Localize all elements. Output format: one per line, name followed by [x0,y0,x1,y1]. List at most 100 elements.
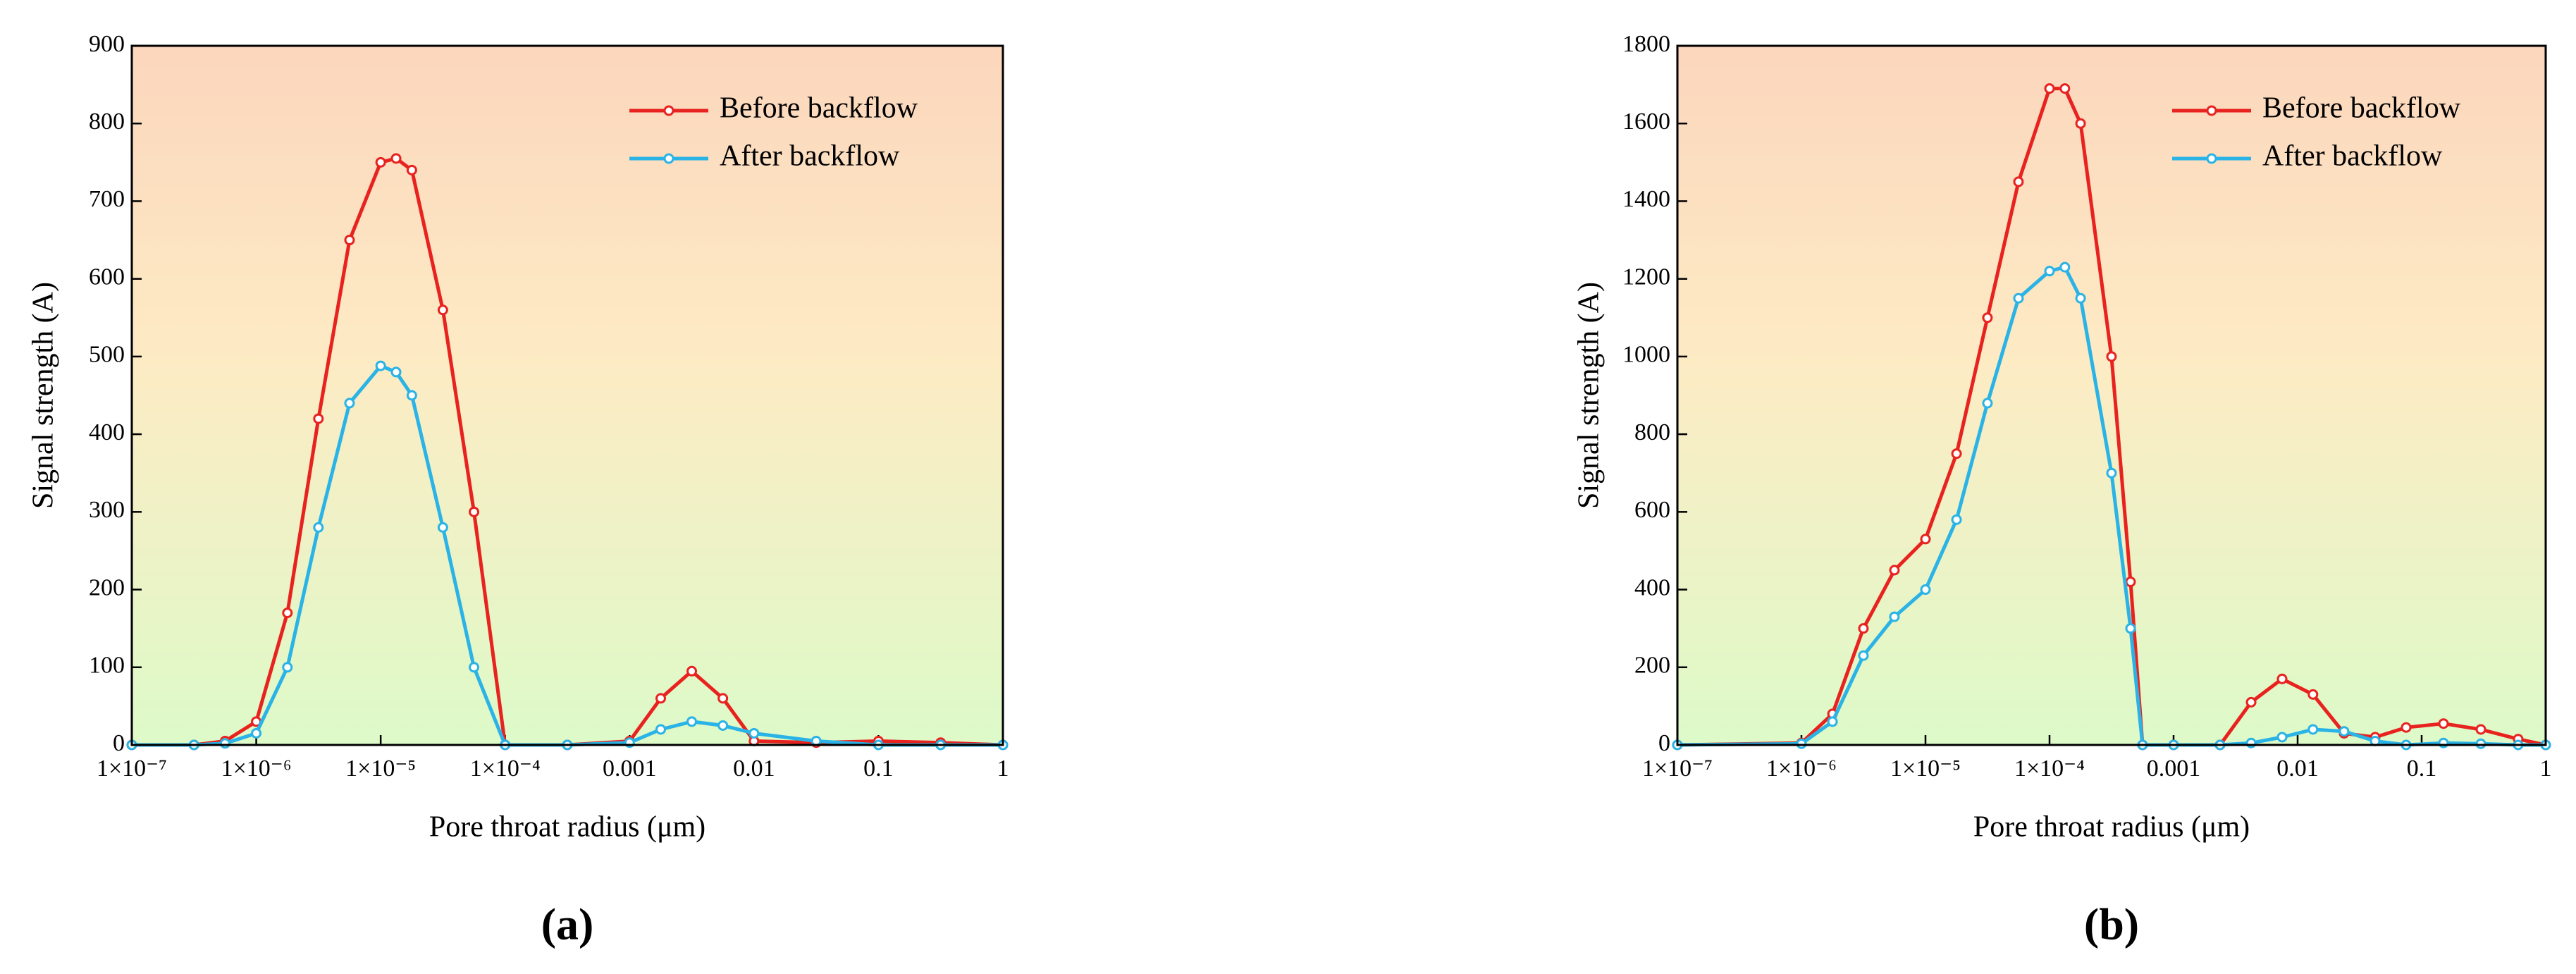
data-point [1982,397,1993,409]
data-point [2075,118,2086,129]
y-tick-label: 200 [1634,653,1670,679]
x-tick-label: 1×10⁻⁷ [1642,756,1713,782]
data-point [2245,696,2257,708]
data-point [655,693,667,704]
data-point [1889,565,1900,576]
data-point [2438,718,2449,729]
data-point [313,522,324,533]
data-point [2307,724,2319,735]
data-point [344,397,355,409]
panel: 0 200 400 600 800 1000 1200 1400 1600 1800 1×10⁻⁷ 1… [1573,31,2552,949]
y-tick-label: 0 [113,730,125,756]
data-point [1920,584,1931,596]
data-point [2106,467,2117,479]
legend-marker [2206,105,2217,116]
x-tick-label: 1×10⁻⁵ [345,756,416,782]
x-tick-label: 0.001 [603,756,657,782]
x-axis-label: Pore throat radius (μm) [1973,811,2250,844]
data-point [1858,623,1869,634]
data-point [2475,738,2486,749]
data-point [2125,623,2136,634]
y-tick-label: 600 [89,264,125,290]
data-point [2013,176,2024,187]
data-point [2125,577,2136,588]
y-axis-label: Signal strength (A) [1573,282,1606,509]
legend-marker [663,105,674,116]
y-tick-label: 1000 [1622,342,1670,368]
x-tick-label: 1×10⁻⁶ [1766,756,1837,782]
y-tick-label: 0 [1658,730,1670,756]
x-tick-label: 0.1 [2407,756,2437,782]
y-tick-label: 800 [1634,419,1670,445]
y-tick-label: 400 [1634,574,1670,600]
y-tick-label: 600 [1634,497,1670,523]
x-tick-label: 0.01 [2276,756,2319,782]
y-tick-label: 300 [89,497,125,523]
data-point [2059,261,2071,273]
data-point [1982,312,1993,323]
y-tick-label: 400 [89,419,125,445]
data-point [1920,534,1931,545]
data-point [1858,650,1869,661]
y-tick-label: 100 [89,653,125,679]
legend-marker [663,153,674,164]
data-point [2106,351,2117,362]
plot-area [1677,46,2546,745]
data-point [686,716,698,727]
data-point [251,727,262,739]
y-tick-label: 800 [89,109,125,135]
data-point [282,662,293,673]
data-point [469,506,480,517]
data-point [655,724,667,735]
data-point [2475,724,2486,735]
x-tick-label: 0.01 [733,756,775,782]
data-point [717,693,729,704]
x-tick-label: 1 [997,756,1009,782]
data-point [2276,732,2288,743]
x-tick-label: 1×10⁻⁷ [97,756,167,782]
y-tick-label: 700 [89,186,125,212]
data-point [1796,738,1807,749]
y-tick-label: 500 [89,342,125,368]
legend-text: Before backflow [720,92,918,125]
legend-text: After backflow [720,140,900,173]
panel-caption: (b) [2084,899,2139,949]
data-point [2044,266,2055,277]
x-tick-label: 0.1 [863,756,894,782]
data-point [1889,611,1900,622]
panel: 0 100 200 300 400 500 600 700 800 900 1×10⁻⁷ 1×10⁻⁶… [27,31,1009,949]
legend-text: After backflow [2262,140,2443,173]
data-point [390,153,402,164]
data-point [1827,716,1838,727]
x-tick-label: 1×10⁻⁴ [2014,756,2085,782]
plot-frame [130,44,1004,746]
data-point [2338,726,2350,737]
data-point [375,360,386,371]
data-point [437,304,448,316]
data-point [2075,292,2086,304]
y-tick-label: 1800 [1622,31,1670,57]
data-point [2013,292,2024,304]
data-point [390,366,402,378]
data-point [686,665,698,677]
data-point [2044,83,2055,94]
plot-frame [1676,44,2547,746]
data-point [344,235,355,246]
y-tick-label: 1600 [1622,109,1670,135]
panel-caption: (a) [541,899,594,949]
y-axis-label: Signal strength (A) [27,282,60,509]
data-point [717,720,729,731]
plot-area [132,46,1003,745]
y-tick-label: 200 [89,574,125,600]
data-point [219,738,230,749]
data-point [469,662,480,673]
data-point [2307,689,2319,700]
data-point [406,164,417,175]
data-point [748,727,760,739]
y-tick-label: 1200 [1622,264,1670,290]
data-point [1951,448,1962,460]
data-point [2059,83,2071,94]
data-point [313,413,324,424]
legend-text: Before backflow [2262,92,2461,125]
